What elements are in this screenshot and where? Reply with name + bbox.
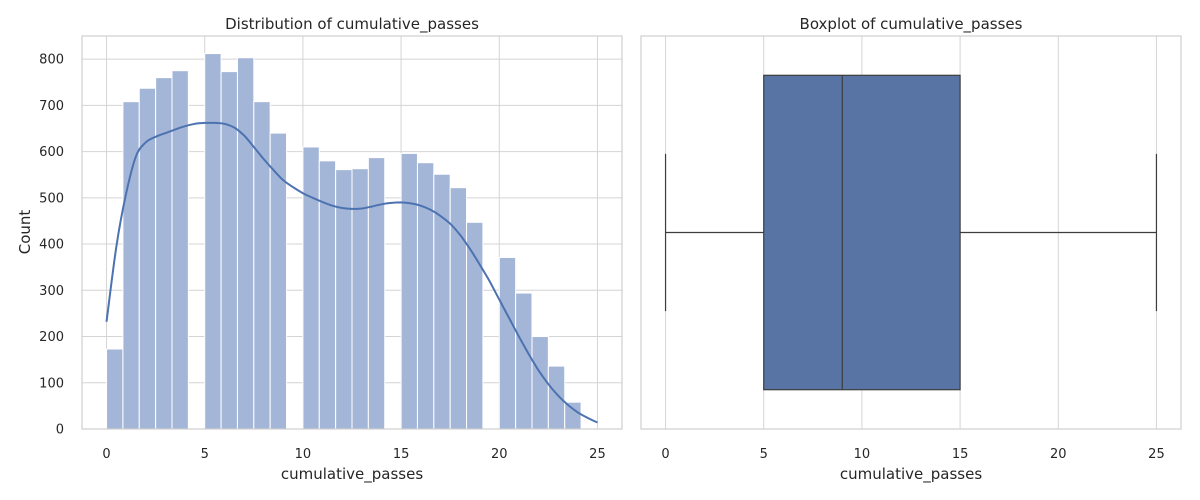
x-tick-label: 0 — [661, 447, 669, 462]
boxplot-x-axis-label: cumulative_passes — [840, 465, 982, 484]
y-tick-label: 100 — [39, 376, 64, 391]
y-tick-label: 200 — [39, 330, 64, 345]
x-tick-label: 20 — [491, 447, 508, 462]
x-tick-label: 25 — [589, 447, 606, 462]
histogram-bar — [155, 77, 173, 430]
x-tick-label: 0 — [102, 447, 110, 462]
histogram-bar — [204, 53, 222, 430]
histogram-bar — [171, 70, 189, 430]
histogram-y-tick-labels: 0 100 200 300 400 500 600 700 800 — [39, 53, 64, 438]
histogram-bar — [449, 187, 468, 430]
histogram-bar — [138, 87, 157, 430]
histogram-bar — [564, 401, 582, 430]
histogram-bar — [531, 336, 549, 430]
histogram-bar — [416, 162, 435, 430]
histogram-bar — [515, 292, 533, 430]
histogram-x-tick-labels: 0 5 10 15 20 25 — [102, 447, 605, 462]
y-tick-label: 500 — [39, 191, 64, 206]
histogram-bar — [367, 157, 386, 430]
histogram-y-axis-label: Count — [16, 210, 34, 255]
x-tick-label: 15 — [952, 447, 969, 462]
histogram-frame — [81, 35, 623, 430]
histogram-bars — [106, 53, 582, 430]
histogram-bar — [269, 132, 288, 430]
x-tick-label: 10 — [854, 447, 871, 462]
histogram-bar — [547, 365, 566, 430]
y-tick-label: 400 — [39, 238, 64, 253]
histogram-x-axis-label: cumulative_passes — [281, 465, 423, 484]
boxplot-x-tick-labels: 0 5 10 15 20 25 — [661, 447, 1164, 462]
y-tick-label: 300 — [39, 284, 64, 299]
histogram-title: Distribution of cumulative_passes — [225, 15, 479, 34]
boxplot-title: Boxplot of cumulative_passes — [800, 15, 1023, 34]
histogram-bar — [302, 146, 320, 430]
histogram-bar — [106, 348, 124, 430]
boxplot-shapes — [664, 74, 1158, 391]
x-tick-label: 20 — [1050, 447, 1067, 462]
histogram-panel: 0 5 10 15 20 25 0 100 200 300 400 500 600 700 800 Dis… — [16, 15, 623, 484]
histogram-bar — [400, 152, 418, 430]
x-tick-label: 5 — [760, 447, 768, 462]
iqr-box — [763, 74, 961, 391]
histogram-bar — [122, 101, 140, 430]
y-tick-label: 600 — [39, 145, 64, 160]
y-tick-label: 0 — [56, 423, 64, 438]
x-tick-label: 25 — [1148, 447, 1165, 462]
boxplot-frame — [640, 35, 1182, 430]
boxplot-panel: 0 5 10 15 20 25 Boxplot of cumulative_passes … — [640, 15, 1182, 484]
x-tick-label: 15 — [393, 447, 410, 462]
y-tick-label: 800 — [39, 53, 64, 68]
kde-line — [105, 121, 598, 424]
y-tick-label: 700 — [39, 99, 64, 114]
histogram-bar — [236, 57, 255, 430]
histogram-bar — [498, 256, 517, 430]
x-tick-label: 10 — [295, 447, 312, 462]
histogram-bar — [466, 221, 484, 430]
x-tick-label: 5 — [201, 447, 209, 462]
